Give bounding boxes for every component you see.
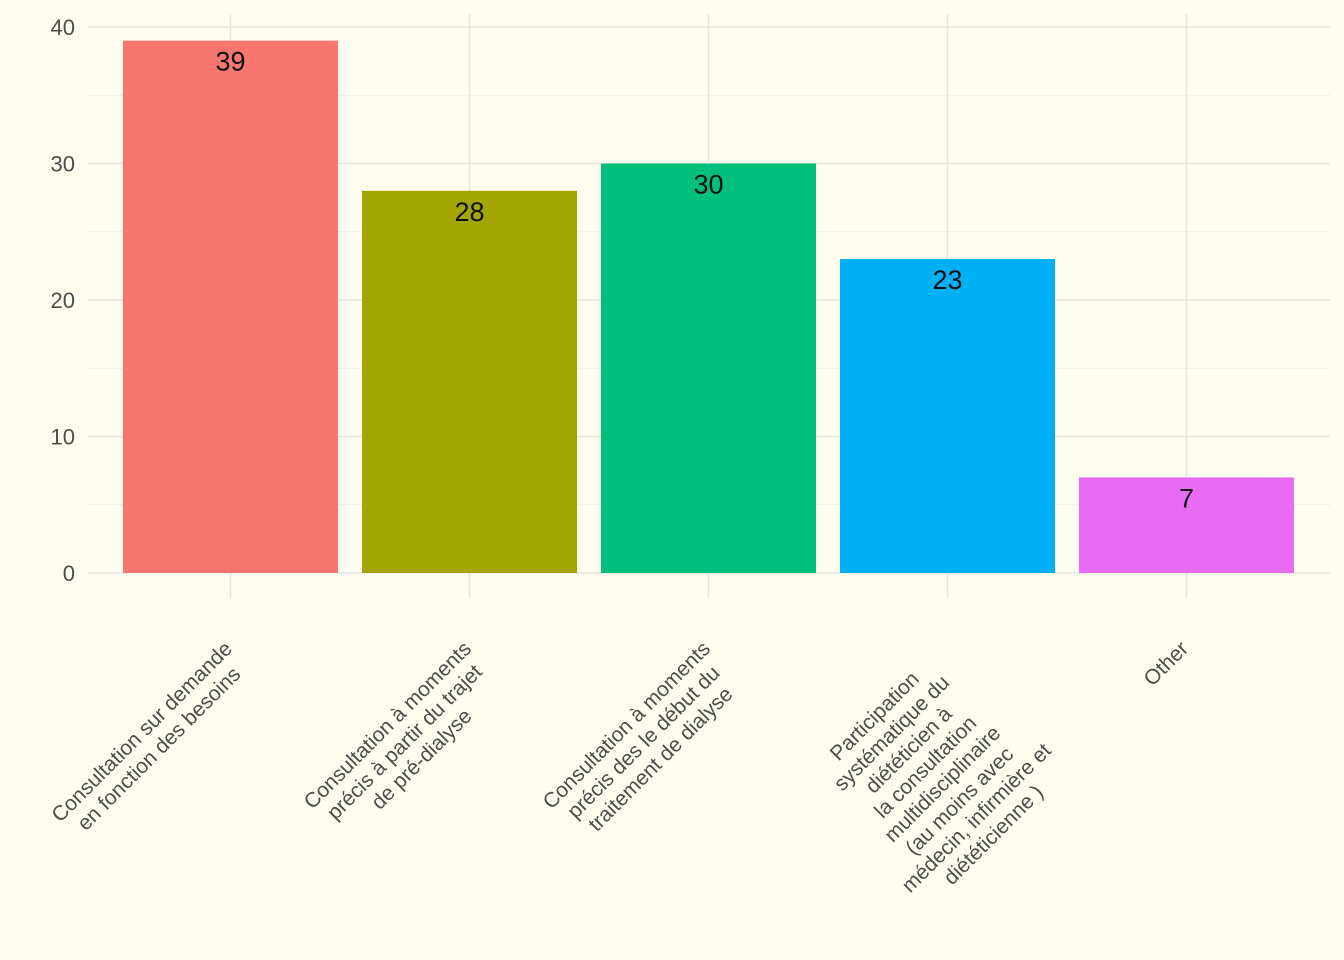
data-label: 7 [1179, 483, 1194, 513]
x-tick-label-line: Other [1140, 637, 1193, 690]
y-tick-label: 0 [63, 561, 75, 586]
data-labels: 39 28 30 23 7 [215, 47, 1194, 514]
y-tick-label: 30 [51, 152, 75, 177]
bar [362, 190, 577, 574]
data-label: 23 [932, 265, 962, 295]
x-tick-label-line: en fonction des besoins [73, 663, 245, 835]
y-tick-label: 10 [51, 425, 75, 450]
x-tick-label: Other [1140, 637, 1193, 690]
x-tick-label-line: précis des le début du [563, 662, 725, 824]
bar [123, 40, 338, 573]
data-label: 30 [693, 170, 723, 200]
bar [840, 259, 1055, 573]
data-label: 28 [454, 197, 484, 227]
bar [601, 163, 816, 573]
bars [123, 40, 1294, 574]
data-label: 39 [215, 47, 245, 77]
bar [1079, 477, 1294, 573]
y-tick-label: 40 [51, 15, 75, 40]
x-tick-label-line: précis à partir du trajet [323, 660, 487, 824]
x-tick-label-line: Consultation sur demande [47, 637, 237, 827]
y-axis: 0 10 20 30 40 [51, 15, 75, 586]
y-tick-label: 20 [51, 288, 75, 313]
